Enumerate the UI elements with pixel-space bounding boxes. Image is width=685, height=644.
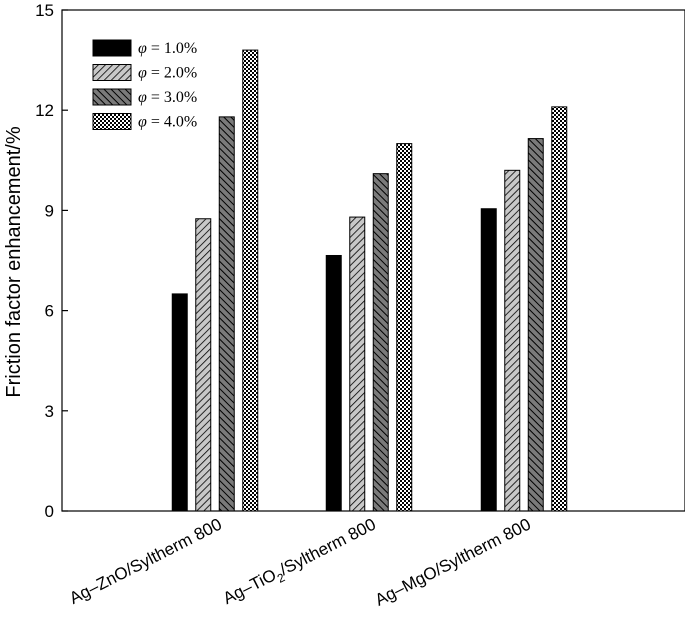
bar [372, 173, 389, 512]
bar [551, 106, 568, 512]
y-tick-label: 15 [35, 1, 54, 20]
legend-label: φ = 3.0% [138, 89, 197, 106]
x-tick-label: Ag–MgO/Syltherm 800 [372, 515, 534, 610]
legend-swatch [92, 113, 132, 130]
legend-label: φ = 1.0% [138, 40, 197, 57]
y-tick-label: 0 [45, 502, 54, 521]
legend-swatch [92, 39, 132, 57]
legend-swatch [92, 88, 132, 106]
bar [171, 293, 188, 512]
y-tick-label: 6 [45, 302, 54, 321]
y-tick-label: 12 [35, 101, 54, 120]
x-tick-label: Ag–TiO2/Syltherm 800 [220, 515, 381, 612]
legend-label: φ = 4.0% [138, 114, 197, 131]
bar [480, 208, 497, 512]
legend-label: φ = 2.0% [138, 65, 197, 82]
y-axis-title: Friction factor enhancement/% [3, 126, 25, 397]
x-tick-label: Ag–ZnO/Syltherm 800 [66, 515, 224, 608]
y-axis: 0 3 6 9 12 15 [35, 1, 68, 521]
bar [527, 138, 544, 512]
bar [242, 49, 259, 512]
y-tick-label: 9 [45, 201, 54, 220]
legend-swatch [92, 64, 132, 81]
bar [325, 254, 342, 512]
bars [171, 49, 568, 512]
legend: φ = 1.0% φ = 2.0% φ = 3.0% φ = 4.0% [92, 39, 197, 131]
bar [218, 116, 235, 512]
bar [195, 218, 212, 512]
bar [349, 216, 366, 512]
bar [396, 143, 413, 512]
bar [504, 169, 521, 512]
y-tick-label: 3 [45, 402, 54, 421]
